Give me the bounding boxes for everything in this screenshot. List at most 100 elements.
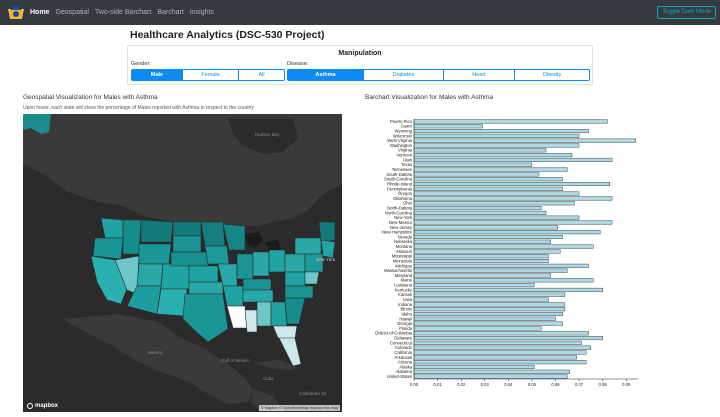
- y-tick-label: Delaware: [394, 336, 412, 341]
- bar-west-virginia[interactable]: [413, 138, 636, 143]
- x-tick-label: 0.02: [457, 382, 466, 387]
- y-tick-label: Oregon: [398, 191, 413, 196]
- bar-arkansas[interactable]: [413, 355, 577, 360]
- bar-michigan[interactable]: [413, 263, 589, 268]
- bar-oklahoma[interactable]: [413, 196, 613, 201]
- disease-diabetes-button[interactable]: Diabetes: [364, 70, 444, 80]
- x-tick-label: 0.05: [528, 382, 537, 387]
- bar-north-carolina[interactable]: [413, 210, 547, 215]
- bar-oregon[interactable]: [413, 191, 580, 196]
- bar-wyoming[interactable]: [413, 129, 589, 134]
- y-tick-label: Oklahoma: [393, 196, 413, 201]
- bar-florida[interactable]: [413, 326, 542, 331]
- bar-idaho[interactable]: [413, 311, 563, 317]
- bar-tennessee[interactable]: [413, 167, 568, 172]
- y-tick-label: Montana: [396, 244, 413, 249]
- x-tick-label: 0.08: [599, 382, 608, 387]
- nav-geospatial[interactable]: Geospatial: [55, 9, 89, 16]
- geo-map[interactable]: Hudson Bay New York Mexico Gulf of Mexic…: [23, 114, 342, 412]
- bar-united-states[interactable]: [413, 374, 568, 379]
- bar-nebraska[interactable]: [413, 239, 551, 244]
- bar-utah[interactable]: [413, 157, 613, 162]
- bar-virginia[interactable]: [413, 148, 547, 153]
- mapbox-logo-text: mapbox: [35, 403, 59, 409]
- bar-guam[interactable]: [413, 124, 483, 129]
- nav-home[interactable]: Home: [30, 9, 50, 16]
- bar-district-of-columbia[interactable]: [413, 331, 589, 336]
- barchart: Puerto Rico Guam Wyoming Wisconsin West-Virg…: [362, 114, 642, 412]
- bar-ohio[interactable]: [413, 201, 575, 206]
- gender-all-button[interactable]: All: [258, 72, 265, 78]
- bar-texas[interactable]: [413, 162, 533, 167]
- y-tick-label: Colorado: [395, 345, 413, 350]
- x-tick-label: 0.09: [622, 382, 631, 387]
- bar-iowa[interactable]: [413, 297, 549, 302]
- y-tick-label: Ohio: [403, 201, 413, 206]
- bar-wisconsin[interactable]: [413, 133, 580, 138]
- disease-asthma-button[interactable]: Asthma: [288, 70, 364, 80]
- bar-rhode-island[interactable]: [413, 181, 610, 187]
- y-tick-label: Alabama: [395, 369, 412, 374]
- y-tick-label: Utah: [403, 157, 413, 162]
- bar-kentucky[interactable]: [413, 287, 603, 292]
- y-tick-label: Virginia: [398, 148, 413, 153]
- nav-barchart[interactable]: Barchart: [157, 9, 184, 16]
- bar-california[interactable]: [413, 350, 587, 355]
- bar-new-jersey[interactable]: [413, 225, 559, 230]
- bar-puerto rico[interactable]: [413, 119, 608, 124]
- bar-new-york[interactable]: [413, 215, 580, 220]
- disease-heart-button[interactable]: Heart: [444, 70, 515, 80]
- bar-alabama[interactable]: [413, 369, 570, 374]
- bar-south-dakota[interactable]: [413, 172, 540, 177]
- mapbox-logo[interactable]: mapbox: [27, 403, 58, 409]
- gender-female-button[interactable]: Female: [183, 70, 239, 80]
- bar-delaware[interactable]: [413, 336, 603, 341]
- disease-obesity-button[interactable]: Obesity: [542, 72, 562, 78]
- bar-massachusetts[interactable]: [413, 268, 568, 273]
- bar-pennsylvania[interactable]: [413, 186, 563, 191]
- y-tick-label: Maine: [401, 278, 413, 283]
- y-tick-label: Arkansas: [395, 355, 412, 360]
- bar-kansas[interactable]: [413, 292, 566, 297]
- bar-hawaii[interactable]: [413, 316, 556, 321]
- bar-arizona[interactable]: [413, 360, 587, 365]
- bar-illinois[interactable]: [413, 307, 566, 312]
- y-tick-label: Nevada: [398, 234, 413, 239]
- y-tick-label: South-Carolina: [384, 177, 413, 182]
- bar-maine[interactable]: [413, 278, 594, 283]
- x-tick-label: 0.06: [551, 382, 560, 387]
- bar-new-hampshire[interactable]: [413, 230, 601, 235]
- y-tick-label: Florida: [399, 326, 412, 331]
- bar-indiana[interactable]: [413, 302, 566, 307]
- bar-nevada[interactable]: [413, 234, 563, 239]
- bar-mississippi[interactable]: [413, 254, 549, 259]
- bar-maryland[interactable]: [413, 273, 551, 278]
- bar-colorado[interactable]: [413, 345, 592, 350]
- y-tick-label: Illinois: [400, 307, 412, 312]
- map-label-cuba: Cuba: [263, 376, 274, 381]
- y-tick-label: Arizona: [398, 360, 413, 365]
- bar-georgia[interactable]: [413, 321, 563, 326]
- bar-connecticut[interactable]: [413, 340, 582, 345]
- logo-icon[interactable]: [6, 3, 26, 23]
- bar-missouri[interactable]: [413, 249, 561, 254]
- barchart-title: Barchart Visualization for Males with As…: [365, 94, 494, 101]
- bar-new-mexico[interactable]: [413, 220, 613, 225]
- nav-insights[interactable]: Insights: [189, 9, 214, 16]
- bar-north-dakota[interactable]: [413, 206, 542, 211]
- bar-louisiana[interactable]: [413, 283, 535, 288]
- bar-south-carolina[interactable]: [413, 177, 563, 182]
- nav-two-side-barchart[interactable]: Two-side Barchart: [94, 9, 152, 16]
- bar-vermont[interactable]: [413, 153, 573, 158]
- map-attribution[interactable]: © Mapbox © OpenStreetMap Improve this ma…: [259, 405, 340, 411]
- bar-alaska[interactable]: [413, 364, 535, 369]
- map-label-new-york: New York: [316, 257, 336, 262]
- bar-minnesota[interactable]: [413, 259, 549, 264]
- gender-male-button[interactable]: Male: [132, 70, 183, 80]
- bar-montana[interactable]: [413, 244, 594, 249]
- y-tick-label: West-Virginia: [387, 138, 412, 143]
- toggle-dark-mode-button[interactable]: Toggle Dark Mode: [657, 6, 716, 19]
- disease-selector: Asthma Diabetes Heart Obesity: [287, 69, 590, 81]
- bar-washington[interactable]: [413, 143, 580, 148]
- y-tick-label: United-States: [387, 374, 412, 379]
